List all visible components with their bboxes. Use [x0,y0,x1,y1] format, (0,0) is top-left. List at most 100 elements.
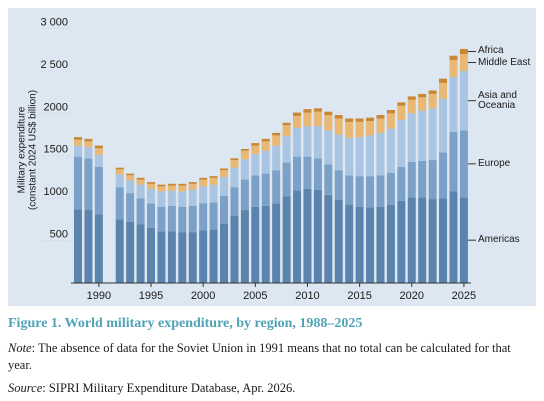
bar-segment [115,219,124,283]
bar-segment [230,216,239,283]
bar-segment [178,191,187,207]
bar-segment [282,136,291,163]
bar-segment [261,141,270,151]
bar-segment [459,71,468,131]
bar-segment [303,112,312,127]
bar-segment [366,121,375,136]
bar-segment [293,127,302,157]
bar-segment [324,164,333,195]
bar-segment [220,168,229,171]
bar-segment [199,186,208,204]
y-axis-label: (constant 2024 US$ billion) [28,90,39,210]
caption-text: Figure 1. World military expenditure, by… [8,316,363,331]
bar-segment [334,115,343,119]
bar-segment [334,134,343,171]
bar-segment [386,128,395,173]
bar-segment [386,113,395,129]
y-axis-label: Military expenditure [17,106,28,193]
bar-segment [397,166,406,201]
bar-segment [188,205,197,233]
bar-segment [136,224,145,283]
bar-segment [209,177,218,185]
bar-segment [345,175,354,205]
bar-segment [188,183,197,190]
x-tick-label: 2020 [400,290,424,302]
bar-segment [115,167,124,170]
y-tick-label: 1000 [44,186,68,198]
bar-segment [355,118,364,122]
bar-segment [178,183,187,186]
bar-segment [459,48,468,55]
bar-segment [272,203,281,283]
bar-segment [386,204,395,283]
x-tick-label: 2015 [347,290,371,302]
bar-segment [199,203,208,231]
bar-segment [407,99,416,114]
legend-label: Asia and Oceania [478,89,517,111]
bar-segment [261,173,270,206]
bar-segment [74,209,82,283]
bar-segment [407,96,416,100]
bar-segment [126,193,135,222]
bar-segment [157,184,166,187]
bar-segment [418,197,427,283]
bar-segment [366,135,375,177]
bar-segment [293,115,302,128]
bar-segment [230,167,239,188]
source: Source: SIPRI Military Expenditure Datab… [8,381,295,396]
bar-segment [126,180,135,194]
bar-segment [167,185,176,191]
chart: 500 1000 1500 2000 2 500 3 000 Military expend… [17,17,477,302]
bar-segment [439,78,448,83]
bar-segment [376,175,385,207]
bar-segment [147,182,156,184]
bar-segment [272,170,281,204]
bar-segment [386,110,395,114]
bar-segment [459,54,468,71]
bar-segment [397,200,406,283]
bar-segment [84,210,93,283]
bar-segment [188,182,197,184]
bar-segment [147,188,156,204]
bar-segment [313,158,322,190]
bar-segment [355,121,364,138]
bar-segment [272,132,281,136]
bar-segment [209,229,218,283]
bar-segment [293,190,302,283]
bar-segment [293,112,302,116]
bar-segment [449,191,458,283]
bar-segment [147,183,156,189]
bar-segment [157,231,166,283]
bar-segment [157,206,166,232]
bar-segment [230,187,239,217]
bar-segment [366,117,375,122]
bar-segment [397,120,406,167]
bar-segment [84,147,93,159]
bar-segment [355,206,364,283]
bar-segment [439,82,448,99]
bar-segment [407,161,416,198]
bar-segment [209,176,218,178]
bar-segment [407,113,416,162]
bar-segment [94,145,103,149]
legend-label: Middle East [478,56,531,68]
bar-segment [376,206,385,283]
bar-segment [74,145,82,157]
bar-segment [240,150,249,160]
bar-segment [428,93,437,109]
bar-segment [282,162,291,197]
bar-segment [251,145,260,155]
bar-segment [126,175,135,181]
bar-segment [449,59,458,77]
bar-segment [303,188,312,283]
bar-segment [178,206,187,233]
bar-segment [449,132,458,192]
bar-segment [251,143,260,146]
bar-segment [147,227,156,283]
bar-segment [418,93,427,98]
bar-segment [324,111,333,116]
bar-segment [439,152,448,199]
bar-segment [355,176,364,207]
bar-segment [345,118,354,122]
